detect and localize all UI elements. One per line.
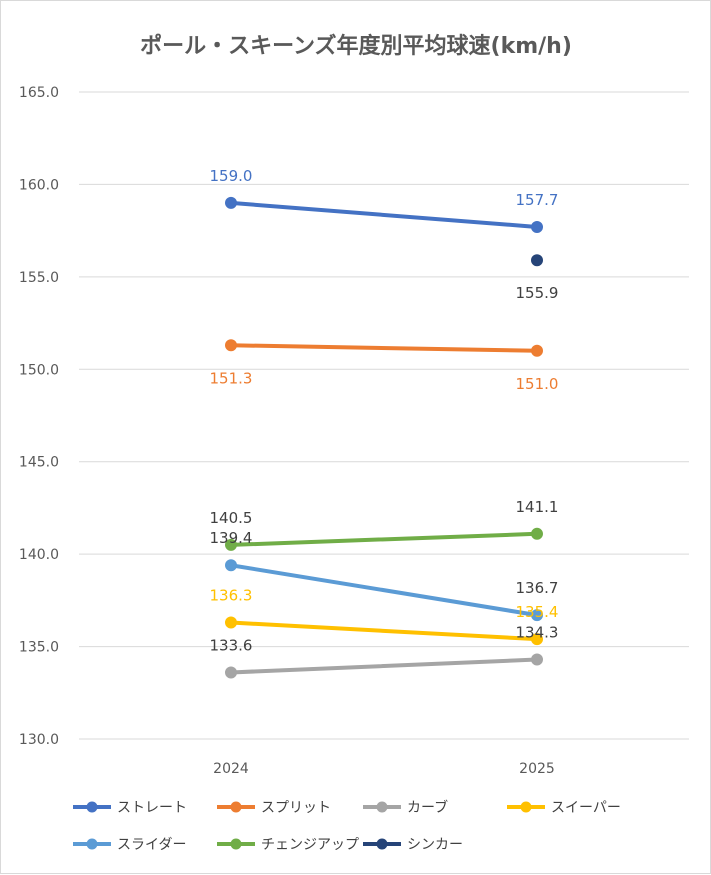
gridlines <box>79 91 689 740</box>
legend-marker <box>376 801 388 813</box>
data-point <box>225 538 237 551</box>
legend-label: チェンジアップ <box>261 837 359 853</box>
legend-item: チェンジアップ <box>217 837 359 853</box>
data-label: 136.3 <box>210 587 253 605</box>
x-axis-ticks: 2024 2025 <box>213 761 555 777</box>
legend-marker <box>376 838 388 850</box>
series-line <box>229 563 539 618</box>
series-group <box>225 196 543 679</box>
legend-item: カーブ <box>363 799 448 816</box>
legend-item: スライダー <box>73 837 186 853</box>
data-label: 155.9 <box>516 284 559 302</box>
series-line <box>229 200 539 229</box>
data-label: 140.5 <box>210 509 253 527</box>
data-label: 134.3 <box>516 624 559 642</box>
y-tick-label: 165.0 <box>19 85 59 101</box>
legend-item: ストレート <box>73 800 187 816</box>
data-point <box>531 527 543 540</box>
y-tick-label: 145.0 <box>19 455 59 471</box>
data-labels: 159.0 157.7 151.3 151.0 133.6 134.3 136.3 135.4… <box>210 167 559 655</box>
data-label: 139.4 <box>210 529 253 547</box>
y-tick-label: 155.0 <box>19 270 59 286</box>
data-point <box>531 254 543 267</box>
y-axis-ticks: 130.0 135.0 140.0 145.0 150.0 155.0 160.0 165.0 <box>19 85 59 748</box>
data-point <box>225 559 237 572</box>
series-line <box>229 620 539 642</box>
data-label: 135.4 <box>516 603 559 621</box>
legend-item: シンカー <box>363 837 463 853</box>
chart-title: ポール・スキーンズ年度別平均球速(km/h) <box>140 33 572 59</box>
legend-label: スプリット <box>261 800 331 816</box>
data-label: 151.0 <box>516 375 559 393</box>
data-label: 159.0 <box>210 167 253 185</box>
data-label: 157.7 <box>516 191 559 209</box>
legend-item: スプリット <box>217 800 331 816</box>
legend-label: スイーパー <box>551 800 621 816</box>
data-point <box>531 220 543 233</box>
y-tick-label: 150.0 <box>19 362 59 378</box>
data-label: 136.7 <box>516 579 559 597</box>
data-label: 141.1 <box>516 498 559 516</box>
data-point <box>225 616 237 629</box>
data-point <box>531 609 543 622</box>
data-point <box>531 344 543 357</box>
data-point <box>531 633 543 646</box>
x-tick-label: 2024 <box>213 761 249 777</box>
legend-marker <box>230 838 242 850</box>
data-point <box>225 666 237 679</box>
y-tick-label: 160.0 <box>19 177 59 193</box>
legend-marker <box>520 801 532 813</box>
legend-label: ストレート <box>117 800 187 816</box>
y-tick-label: 140.0 <box>19 547 59 563</box>
series-line <box>229 657 539 675</box>
series-line <box>229 343 539 353</box>
series-line <box>229 531 539 547</box>
data-point <box>225 339 237 352</box>
x-tick-label: 2025 <box>519 761 555 777</box>
legend-label: カーブ <box>407 799 448 816</box>
legend-marker <box>230 801 242 813</box>
legend-item: スイーパー <box>507 800 621 816</box>
y-tick-label: 130.0 <box>19 732 59 748</box>
legend-marker <box>86 801 98 813</box>
data-point <box>531 653 543 666</box>
y-tick-label: 135.0 <box>19 640 59 656</box>
legend-label: スライダー <box>117 837 186 853</box>
data-point <box>225 196 237 209</box>
legend-label: シンカー <box>407 837 463 853</box>
data-label: 151.3 <box>210 369 253 387</box>
legend-marker <box>86 838 98 850</box>
data-label: 133.6 <box>210 636 253 654</box>
